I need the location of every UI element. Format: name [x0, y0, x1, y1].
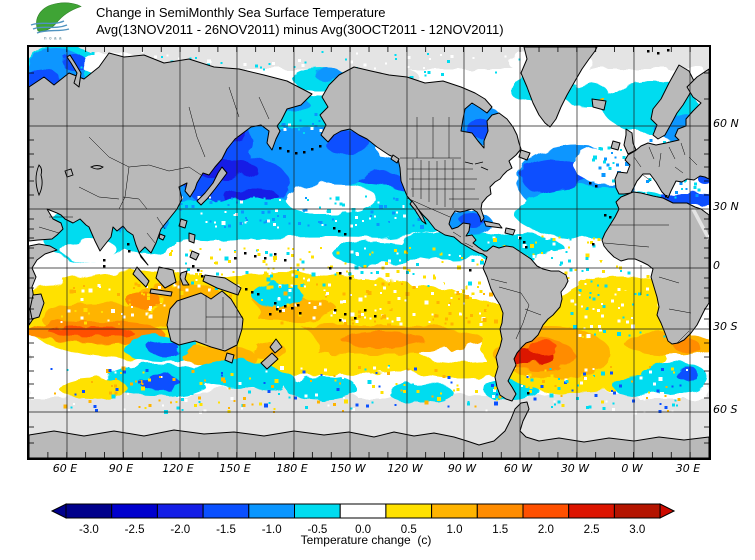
colorbar-segment	[156, 503, 204, 519]
colorbar-segment	[248, 503, 296, 519]
lon-label: 30 W	[560, 462, 590, 475]
wave-icon	[30, 20, 70, 34]
colorbar-tick-label: -1.0	[262, 524, 282, 536]
colorbar-arrow-right	[659, 503, 676, 519]
lat-label: 0	[713, 258, 720, 272]
map-canvas	[29, 47, 709, 458]
world-map	[27, 45, 711, 460]
lon-label: 60 E	[52, 462, 78, 475]
lon-label: 120 W	[387, 462, 423, 475]
colorbar-segment	[339, 503, 387, 519]
lon-label: 30 E	[675, 462, 701, 475]
lon-label: 150 W	[330, 462, 366, 475]
colorbar: -3.0 -2.5 -2.0 -1.5 -1.0 -0.5 0.0 0.5 1.0 1.5 2.0 2…	[50, 502, 682, 538]
coastwatch-logo: noaa	[30, 2, 82, 41]
colorbar-tick-label: -2.0	[170, 524, 190, 536]
colorbar-segment	[294, 503, 341, 519]
colorbar-segment	[522, 503, 570, 519]
colorbar-tick-label: 0.5	[401, 524, 417, 536]
colorbar-tick-label: -1.5	[216, 524, 236, 536]
colorbar-tick-label: 2.0	[538, 524, 554, 536]
lon-label: 120 E	[162, 462, 194, 475]
colorbar-segment	[385, 503, 433, 519]
lat-label: 30 S	[713, 319, 738, 333]
colorbar-caption: Temperature change (c)	[300, 533, 432, 547]
colorbar-tick-label: 1.0	[447, 524, 463, 536]
colorbar-tick-label: 1.5	[492, 524, 508, 536]
colorbar-tick-label: 0.0	[355, 524, 371, 536]
map-title: Change in SemiMonthly Sea Surface Temper…	[96, 5, 386, 20]
colorbar-tick-label: -3.0	[79, 524, 99, 536]
logo-text: noaa	[44, 36, 64, 41]
lon-label: 180 E	[276, 462, 308, 475]
colorbar-segment	[65, 503, 113, 519]
colorbar-segment	[613, 503, 661, 519]
lat-label: 60 N	[713, 116, 739, 130]
colorbar-segment	[431, 503, 478, 519]
lon-label: 90 W	[447, 462, 477, 475]
title-block: Change in SemiMonthly Sea Surface Temper…	[96, 4, 504, 38]
lat-label: 60 S	[713, 402, 738, 416]
lon-label: 0 W	[621, 462, 643, 475]
colorbar-tick-label: 3.0	[629, 524, 645, 536]
colorbar-tick-label: 2.5	[584, 524, 600, 536]
lat-label: 30 N	[713, 199, 739, 213]
lon-label: 60 W	[503, 462, 533, 475]
lon-label: 90 E	[108, 462, 134, 475]
colorbar-segment	[568, 503, 615, 519]
colorbar-segment	[111, 503, 158, 519]
colorbar-tick-label: -0.5	[307, 524, 327, 536]
lon-label: 150 E	[219, 462, 251, 475]
colorbar-arrow-left	[50, 503, 67, 519]
map-subtitle: Avg(13NOV2011 - 26NOV2011) minus Avg(30O…	[96, 22, 504, 37]
colorbar-segment	[476, 503, 524, 519]
colorbar-segment	[202, 503, 250, 519]
colorbar-tick-label: -2.5	[125, 524, 145, 536]
